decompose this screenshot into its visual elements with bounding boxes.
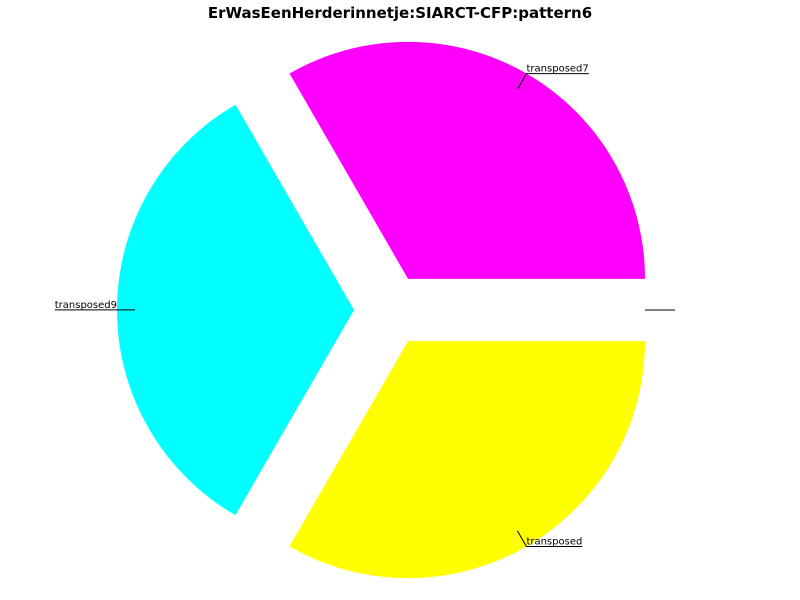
leader-line — [517, 530, 583, 547]
slice-label-group: transposed9 — [54, 300, 136, 311]
slice-label: transposed — [526, 536, 582, 547]
pie-slice-transposed — [289, 341, 645, 579]
slice-label: transposed7 — [527, 64, 589, 75]
slice-label: transposed9 — [55, 300, 117, 311]
slice-label-group: transposed — [517, 530, 583, 547]
slice-label-group: transposed7 — [517, 64, 589, 90]
pie-slice-transposed7 — [289, 41, 646, 279]
leader-line — [517, 73, 589, 90]
chart-title: ErWasEenHerderinnetje:SIARCT-CFP:pattern… — [207, 4, 593, 22]
pie-slice-transposed9 — [117, 104, 354, 516]
